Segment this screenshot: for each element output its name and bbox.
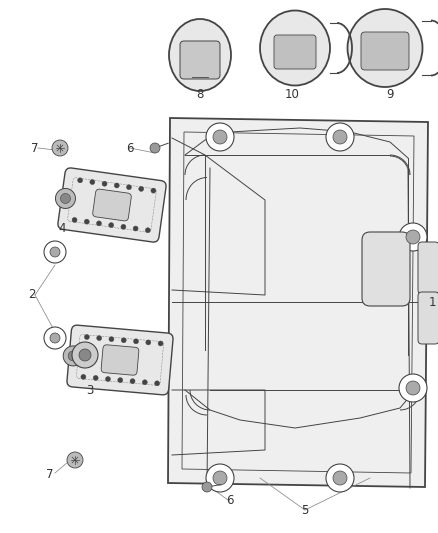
Circle shape [326, 464, 354, 492]
Circle shape [399, 223, 427, 251]
Circle shape [206, 464, 234, 492]
Circle shape [56, 189, 75, 208]
Circle shape [67, 452, 83, 468]
Circle shape [52, 140, 68, 156]
Circle shape [79, 349, 91, 361]
FancyBboxPatch shape [361, 32, 409, 70]
FancyBboxPatch shape [274, 35, 316, 69]
Text: 5: 5 [301, 504, 309, 516]
Circle shape [146, 340, 151, 345]
Circle shape [326, 123, 354, 151]
Circle shape [106, 376, 110, 382]
Text: 3: 3 [86, 384, 94, 397]
Circle shape [50, 333, 60, 343]
Circle shape [78, 178, 83, 183]
Circle shape [333, 471, 347, 485]
Circle shape [44, 327, 66, 349]
Circle shape [109, 337, 114, 342]
Circle shape [202, 482, 212, 492]
Circle shape [118, 377, 123, 383]
Text: 6: 6 [126, 141, 134, 155]
Circle shape [150, 143, 160, 153]
Polygon shape [168, 118, 428, 487]
Circle shape [134, 339, 138, 344]
Ellipse shape [169, 19, 231, 91]
Circle shape [151, 188, 156, 193]
Circle shape [44, 241, 66, 263]
Circle shape [109, 223, 114, 228]
Circle shape [50, 247, 60, 257]
Circle shape [102, 181, 107, 186]
FancyBboxPatch shape [418, 242, 438, 294]
Circle shape [84, 219, 89, 224]
Circle shape [213, 130, 227, 144]
FancyBboxPatch shape [418, 292, 438, 344]
Circle shape [139, 187, 144, 191]
Circle shape [121, 338, 126, 343]
Circle shape [399, 374, 427, 402]
Circle shape [158, 341, 163, 346]
Circle shape [68, 351, 78, 361]
Circle shape [72, 342, 98, 368]
Circle shape [127, 185, 131, 190]
Text: 2: 2 [28, 288, 36, 302]
Circle shape [133, 226, 138, 231]
Circle shape [81, 374, 86, 379]
FancyBboxPatch shape [101, 345, 139, 375]
Circle shape [145, 228, 150, 233]
Circle shape [90, 180, 95, 184]
Text: 8: 8 [196, 88, 204, 101]
FancyBboxPatch shape [362, 232, 410, 306]
Circle shape [93, 375, 98, 381]
FancyBboxPatch shape [93, 189, 131, 221]
FancyBboxPatch shape [180, 41, 220, 79]
Circle shape [63, 346, 83, 366]
Circle shape [130, 378, 135, 384]
Text: 1: 1 [428, 295, 436, 309]
Text: 4: 4 [58, 222, 66, 235]
Text: 7: 7 [31, 141, 39, 155]
Circle shape [206, 123, 234, 151]
Circle shape [72, 217, 77, 222]
Ellipse shape [347, 9, 423, 87]
FancyBboxPatch shape [58, 168, 166, 242]
Text: 10: 10 [285, 88, 300, 101]
Circle shape [85, 335, 89, 340]
Text: 6: 6 [226, 494, 234, 506]
Circle shape [333, 130, 347, 144]
Text: 7: 7 [46, 469, 54, 481]
Circle shape [213, 471, 227, 485]
Ellipse shape [260, 11, 330, 85]
Circle shape [142, 379, 147, 385]
Circle shape [60, 193, 71, 204]
Circle shape [406, 381, 420, 395]
Circle shape [121, 224, 126, 229]
FancyBboxPatch shape [67, 325, 173, 395]
Circle shape [155, 381, 159, 386]
Circle shape [114, 183, 119, 188]
Circle shape [406, 230, 420, 244]
Text: 9: 9 [386, 88, 394, 101]
Circle shape [97, 336, 102, 341]
Circle shape [96, 221, 102, 226]
